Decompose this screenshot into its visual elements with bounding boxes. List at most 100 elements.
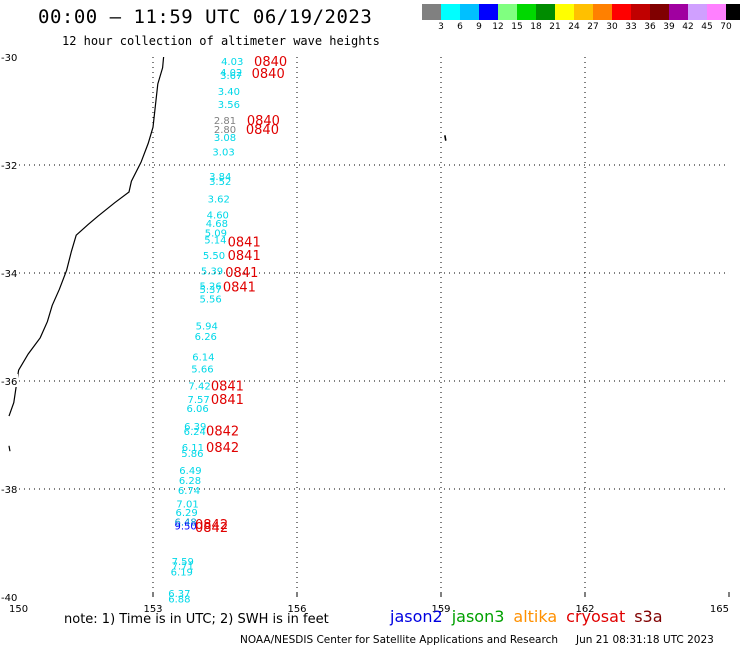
satellite-legend: jason2 jason3 altika cryosat s3a xyxy=(390,607,672,626)
wave-height-value: 3.67 xyxy=(220,71,242,82)
legend-swatch xyxy=(479,4,498,20)
wave-height-value: 7.42 xyxy=(188,381,210,392)
legend-label: 45 xyxy=(701,22,713,32)
pass-time-label: 0840 xyxy=(254,55,287,70)
wave-height-value: 6.28 xyxy=(179,476,201,487)
wave-height-value: 5.14 xyxy=(204,236,226,247)
wave-height-value: 5.66 xyxy=(191,365,213,376)
wave-height-value: 5.86 xyxy=(181,449,203,460)
credit-text: NOAA/NESDIS Center for Satellite Applica… xyxy=(240,634,558,646)
legend-label: 33 xyxy=(625,22,637,32)
wave-height-value: 3.03 xyxy=(212,148,234,159)
satellite-jason2: jason2 xyxy=(390,607,443,626)
legend-swatch xyxy=(536,4,555,20)
axis-tick-labels: 150 153 156 159 162 165 -30 -32 -34 -36 -38 -40 xyxy=(0,50,729,615)
pass-time-labels: 0840084008400840084108410841084108410841… xyxy=(195,55,287,536)
wave-height-value: 9.50 xyxy=(175,522,197,533)
pass-time-label: 0842 xyxy=(206,441,239,456)
x-tick-label: 165 xyxy=(710,604,729,615)
wave-height-value: 6.06 xyxy=(187,404,209,415)
legend-label: 70 xyxy=(720,22,732,32)
legend-swatch xyxy=(612,4,631,20)
x-tick-label: 162 xyxy=(575,604,594,615)
wave-height-value: 5.50 xyxy=(203,251,225,262)
pass-time-label: 0840 xyxy=(247,114,280,129)
wave-height-value: 6.29 xyxy=(175,508,197,519)
wave-height-value: 3.08 xyxy=(214,133,236,144)
satellite-altika: altika xyxy=(513,607,558,626)
wave-height-value: 2.80 xyxy=(214,125,236,136)
chart-subtitle: 12 hour collection of altimeter wave hei… xyxy=(62,34,380,48)
y-tick-label-bg xyxy=(0,482,18,495)
x-tick-label: 153 xyxy=(143,604,162,615)
legend-label: 27 xyxy=(587,22,599,32)
legend-label: 6 xyxy=(457,22,463,32)
y-tick-label: -34 xyxy=(1,269,17,280)
legend-swatch xyxy=(441,4,460,20)
wave-height-value: 6.39 xyxy=(184,422,206,433)
wave-height-value: 3.56 xyxy=(218,100,240,111)
satellite-jason3: jason3 xyxy=(451,607,505,626)
pass-time-label: 0841 xyxy=(228,249,261,264)
legend-label: 30 xyxy=(606,22,618,32)
legend-swatch xyxy=(669,4,688,20)
legend-swatch xyxy=(593,4,612,20)
pass-time-label: 0842 xyxy=(195,518,228,533)
pass-time-label: 0841 xyxy=(225,266,258,281)
y-tick-label: -30 xyxy=(1,53,17,64)
legend-label: 9 xyxy=(476,22,482,32)
wave-height-value: 4.68 xyxy=(206,219,228,230)
y-tick-label: -40 xyxy=(1,593,17,604)
wave-height-value: 5.56 xyxy=(199,294,221,305)
wave-height-value: 5.39 xyxy=(201,266,223,277)
legend-label: 21 xyxy=(549,22,561,32)
legend-label: 24 xyxy=(568,22,580,32)
y-tick-label: -32 xyxy=(1,161,17,172)
footer-note: note: 1) Time is in UTC; 2) SWH is in fe… xyxy=(64,612,329,627)
legend-swatch xyxy=(574,4,593,20)
wave-height-value: 7.57 xyxy=(187,395,209,406)
pass-time-label: 0842 xyxy=(206,425,239,440)
wave-height-value: 5.37 xyxy=(199,285,221,296)
wave-height-value: 6.26 xyxy=(195,332,217,343)
generated-timestamp: Jun 21 08:31:18 UTC 2023 xyxy=(576,634,714,646)
wave-height-value: 6.19 xyxy=(171,568,193,579)
legend-label: 15 xyxy=(511,22,523,32)
wave-height-value: 5.09 xyxy=(205,229,227,240)
wave-height-value: 6.49 xyxy=(179,466,201,477)
wave-height-value: 4.03 xyxy=(221,57,243,68)
coastline xyxy=(8,56,447,452)
wave-height-value: 3.62 xyxy=(208,194,230,205)
y-tick-label: -38 xyxy=(1,485,17,496)
y-tick-label-bg xyxy=(0,266,18,279)
wave-height-value: 5.94 xyxy=(196,321,218,332)
legend-swatch xyxy=(650,4,669,20)
credit-line: NOAA/NESDIS Center for Satellite Applica… xyxy=(240,634,732,646)
pass-time-label: 0840 xyxy=(252,67,285,82)
y-tick-label-bg xyxy=(0,374,18,387)
wave-height-value: 3.40 xyxy=(218,87,240,98)
satellite-cryosat: cryosat xyxy=(566,607,626,626)
legend-swatch xyxy=(498,4,517,20)
wave-height-value: 6.37 xyxy=(168,589,190,600)
y-tick-label-bg xyxy=(0,590,18,603)
x-tick-label: 156 xyxy=(287,604,306,615)
wave-height-value: 6.14 xyxy=(192,353,214,364)
pass-time-label: 0841 xyxy=(223,281,256,296)
wave-height-value: 3.84 xyxy=(209,172,231,183)
legend-label: 3 xyxy=(438,22,444,32)
wave-height-value: 3.52 xyxy=(209,177,231,188)
coastline-path xyxy=(8,56,165,417)
pass-time-label: 0842 xyxy=(195,521,228,536)
legend-swatch xyxy=(726,4,740,20)
lord-howe-island xyxy=(444,135,447,141)
wave-height-value: 6.48 xyxy=(175,517,197,528)
chart-title: 00:00 – 11:59 UTC 06/19/2023 xyxy=(38,6,373,28)
pass-time-label: 0841 xyxy=(228,236,261,251)
legend-swatch xyxy=(517,4,536,20)
pass-time-label: 0841 xyxy=(211,393,244,408)
legend-label: 39 xyxy=(663,22,675,32)
legend-swatch xyxy=(460,4,479,20)
legend-swatch xyxy=(707,4,726,20)
